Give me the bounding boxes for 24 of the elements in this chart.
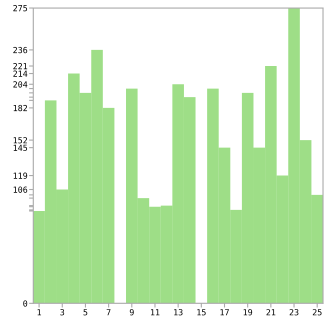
y-tick-label: 204 [13,81,28,88]
x-tick-label: 1 [38,309,42,316]
y-tick-label: 182 [14,104,28,112]
y-tick-label: 236 [13,46,28,54]
x-tick-label: 19 [244,309,252,316]
y-tick-label: 0 [23,300,28,307]
x-tick-label: 23 [290,309,298,316]
y-tick-label: 221 [13,63,28,70]
x-tick-label: 11 [150,309,160,316]
x-tick-label: 15 [197,309,206,316]
x-tick-label: 25 [312,309,322,316]
x-tick-label: 17 [220,309,229,316]
y-tick-label: 152 [14,137,28,144]
x-tick-label: 13 [174,309,183,316]
y-tick-label: 275 [13,5,28,12]
y-tick-label: 214 [13,70,28,77]
y-tick-label: 119 [14,172,28,179]
y-tick-label: 145 [14,144,28,151]
x-tick-label: 3 [60,309,64,316]
x-tick-label: 9 [130,309,134,316]
x-tick-label: 21 [266,309,276,316]
x-tick-label: 5 [84,309,88,316]
y-tick-label: 106 [14,186,28,193]
x-tick-label: 7 [106,309,111,316]
